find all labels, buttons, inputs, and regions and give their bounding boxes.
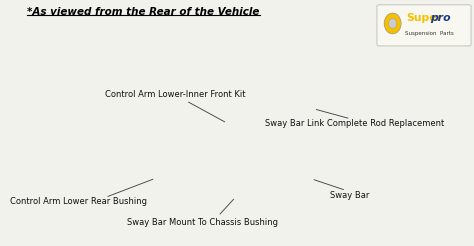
Ellipse shape xyxy=(389,19,397,28)
Text: Sway Bar Mount To Chassis Bushing: Sway Bar Mount To Chassis Bushing xyxy=(127,217,278,227)
Text: *As viewed from the Rear of the Vehicle: *As viewed from the Rear of the Vehicle xyxy=(27,7,260,17)
Ellipse shape xyxy=(384,13,401,34)
Text: Sway Bar Link Complete Rod Replacement: Sway Bar Link Complete Rod Replacement xyxy=(265,119,444,127)
Text: pro: pro xyxy=(430,13,450,23)
Text: Super: Super xyxy=(406,13,442,23)
Text: Suspension  Parts: Suspension Parts xyxy=(405,31,454,36)
FancyBboxPatch shape xyxy=(377,5,471,46)
Text: Control Arm Lower-Inner Front Kit: Control Arm Lower-Inner Front Kit xyxy=(105,90,246,99)
Text: Sway Bar: Sway Bar xyxy=(330,191,370,200)
Text: Control Arm Lower Rear Bushing: Control Arm Lower Rear Bushing xyxy=(10,197,147,206)
